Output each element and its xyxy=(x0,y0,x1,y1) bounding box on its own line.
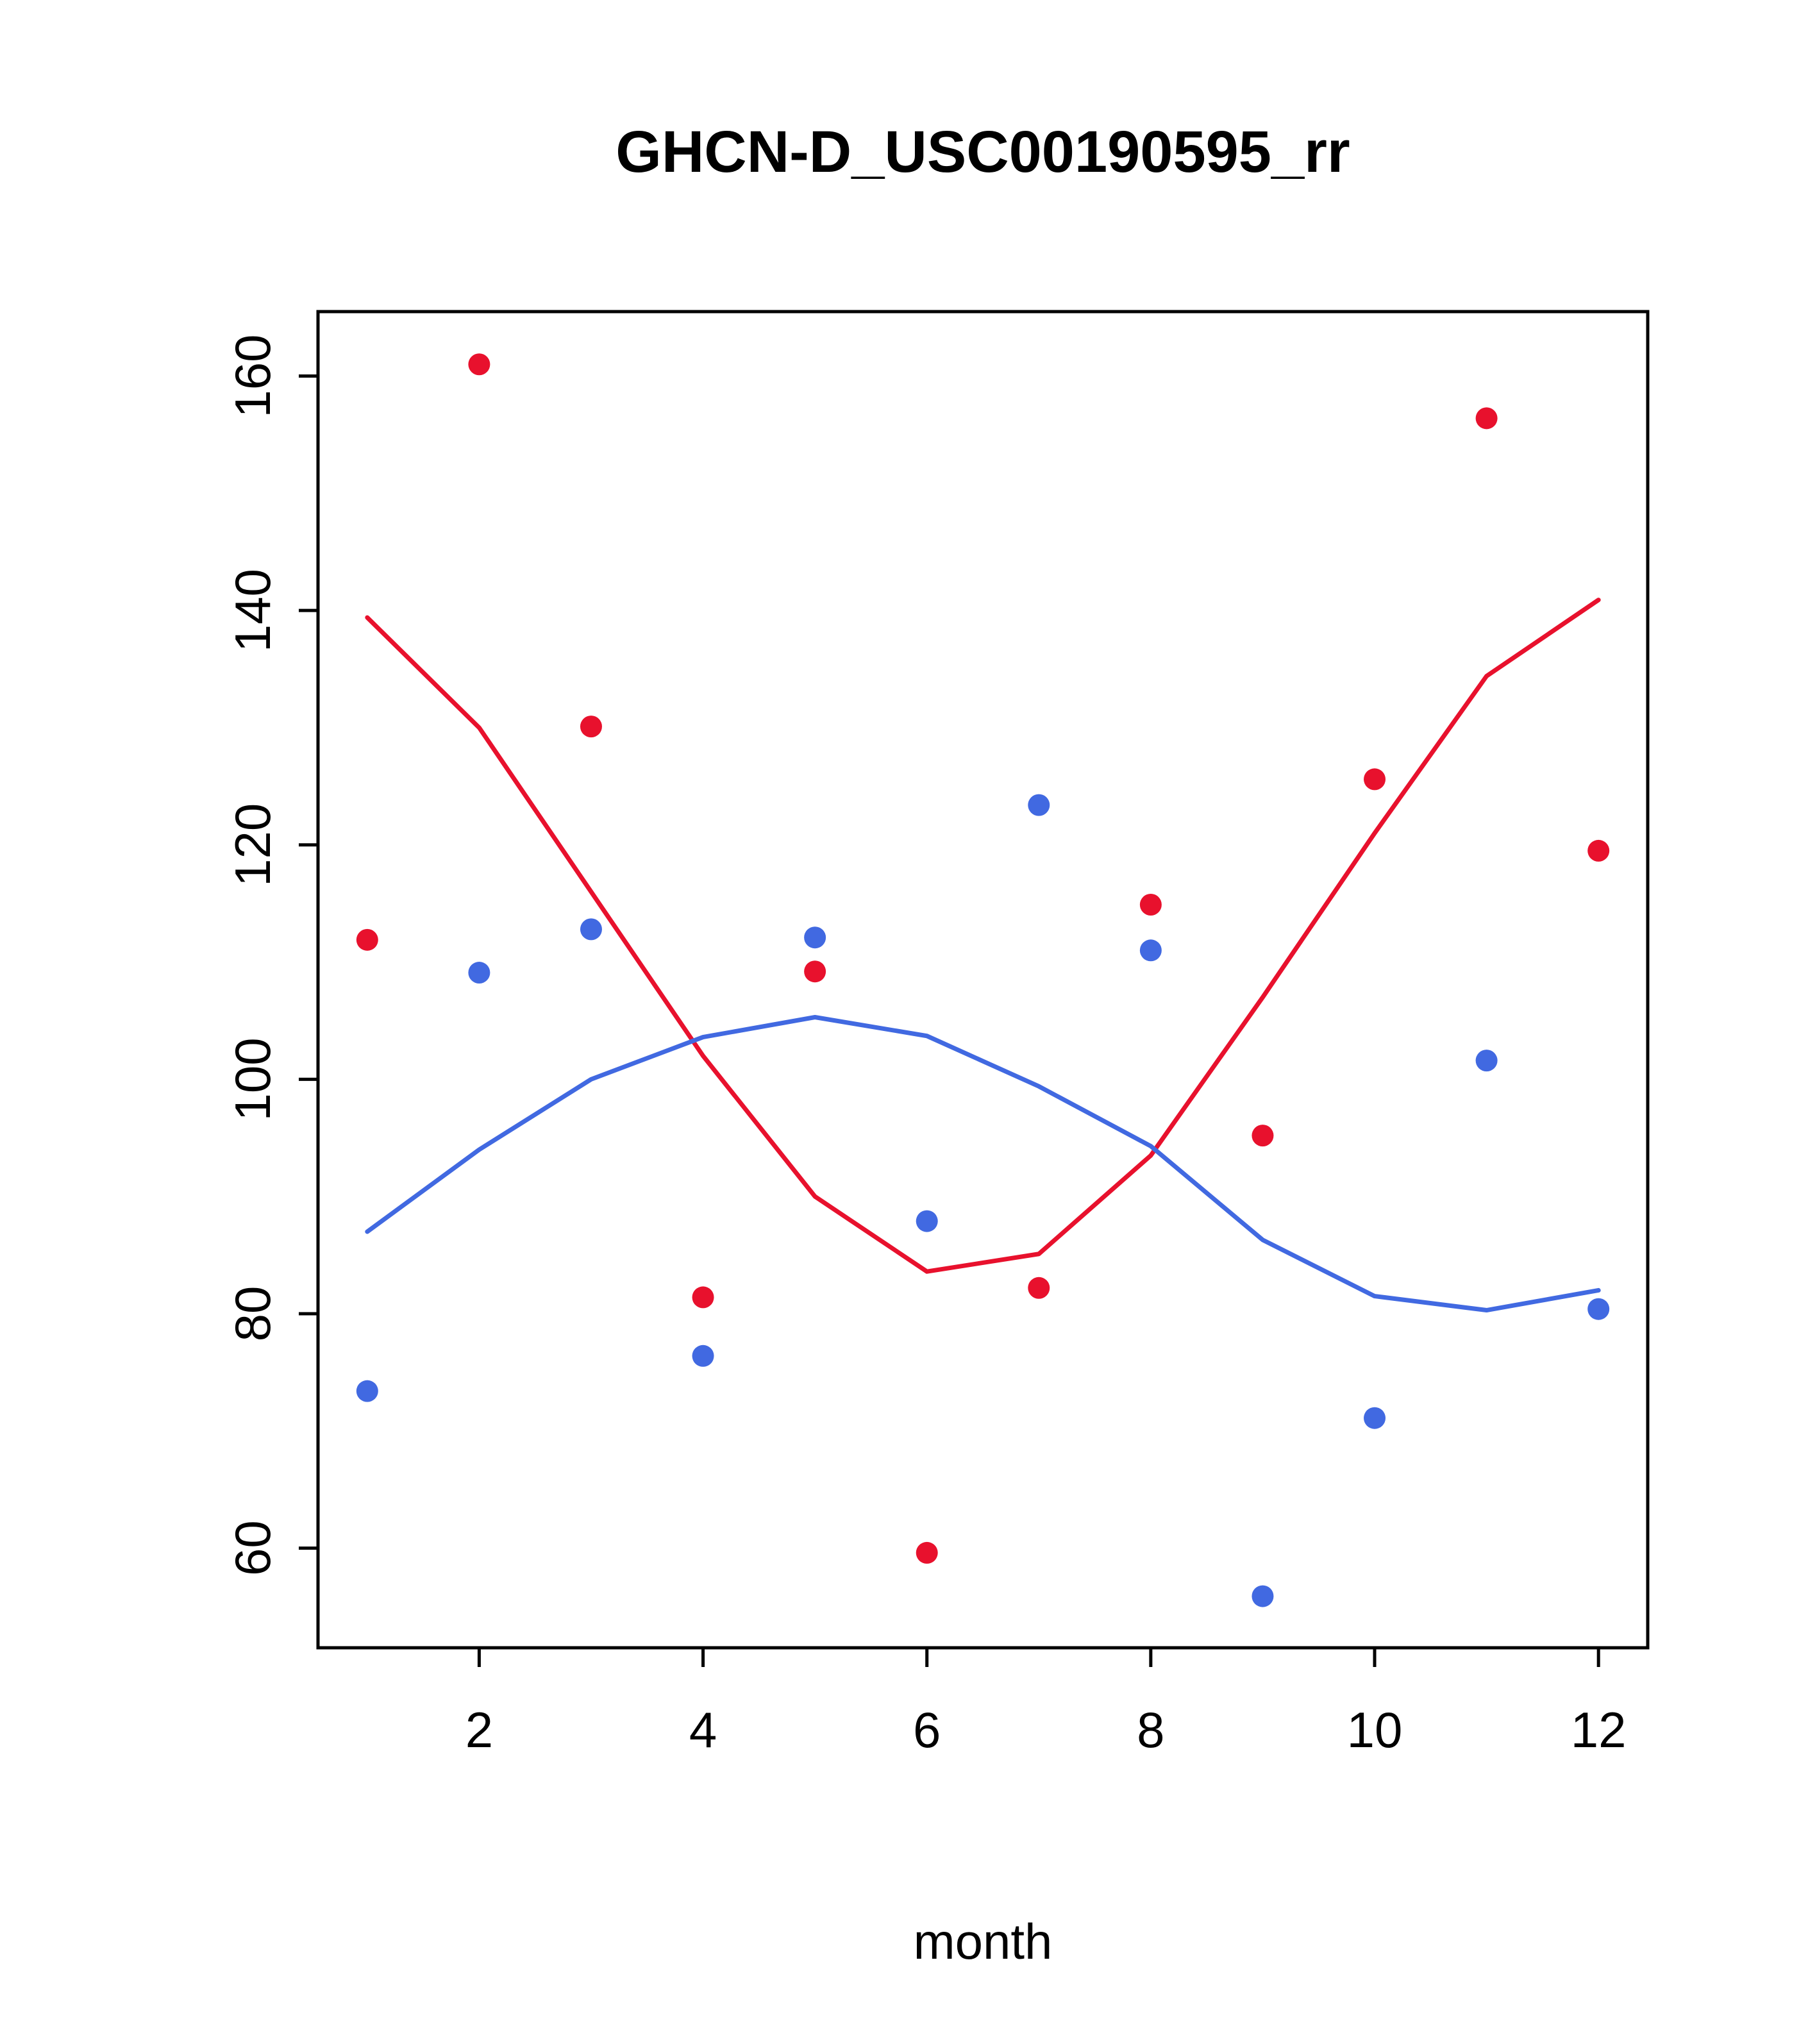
x-tick-label: 6 xyxy=(913,1702,941,1758)
blue-point xyxy=(356,1380,378,1402)
x-axis-label: month xyxy=(914,1913,1053,1970)
red-point xyxy=(468,353,490,376)
red-point xyxy=(1028,1277,1050,1299)
x-tick-label: 2 xyxy=(465,1702,493,1758)
chart-title: GHCN-D_USC00190595_rr xyxy=(615,119,1350,185)
red-point xyxy=(356,928,378,951)
y-tick-label: 160 xyxy=(224,334,281,417)
y-tick-label: 100 xyxy=(224,1037,281,1121)
blue-point xyxy=(692,1345,714,1367)
red-point xyxy=(692,1286,714,1309)
red-point xyxy=(580,716,602,738)
red-point xyxy=(916,1541,938,1564)
x-tick-label: 12 xyxy=(1571,1702,1627,1758)
blue-point xyxy=(1587,1298,1610,1320)
red-point xyxy=(1252,1125,1274,1147)
blue-point xyxy=(1139,939,1162,962)
plot-border xyxy=(316,310,1650,1650)
y-tick-label: 80 xyxy=(224,1286,281,1342)
blue-trend-line xyxy=(365,1014,1601,1313)
y-tick-label: 60 xyxy=(224,1520,281,1576)
x-tick-label: 4 xyxy=(689,1702,717,1758)
y-tick-label: 120 xyxy=(224,803,281,887)
red-point xyxy=(1139,894,1162,916)
axis-ticks: 2 4 6 8 10 12 60 80 100 120 140 160 xyxy=(224,334,1627,1758)
blue-point xyxy=(1028,794,1050,816)
data-series xyxy=(356,353,1610,1607)
x-tick-label: 8 xyxy=(1137,1702,1164,1758)
blue-point xyxy=(468,962,490,984)
red-trend-line xyxy=(365,598,1601,1274)
blue-point xyxy=(804,926,826,949)
blue-point xyxy=(1252,1585,1274,1607)
blue-point xyxy=(1475,1050,1498,1072)
blue-point xyxy=(1364,1407,1386,1429)
red-point xyxy=(1475,407,1498,430)
blue-point xyxy=(916,1210,938,1232)
x-tick-label: 10 xyxy=(1347,1702,1403,1758)
blue-point xyxy=(580,918,602,941)
red-point xyxy=(804,960,826,983)
red-point xyxy=(1364,768,1386,791)
y-tick-label: 140 xyxy=(224,569,281,652)
red-point xyxy=(1587,839,1610,862)
